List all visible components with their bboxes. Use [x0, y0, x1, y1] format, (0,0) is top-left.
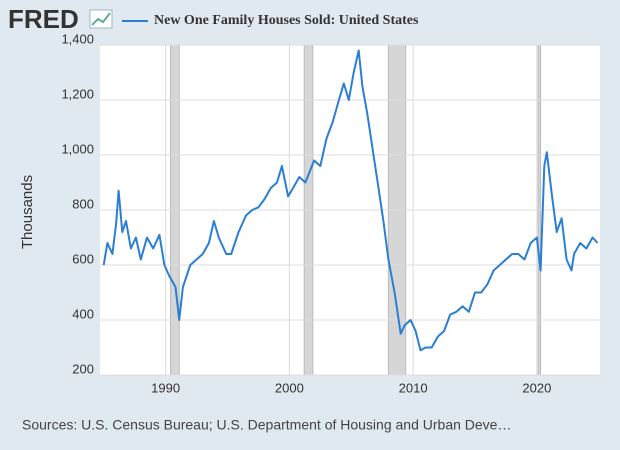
series-line	[102, 49, 599, 352]
y-tick-label: 800	[72, 196, 94, 211]
y-axis-label: Thousands	[19, 175, 36, 249]
legend-label: New One Family Houses Sold: United State…	[154, 13, 419, 28]
logo-icon	[89, 9, 113, 29]
x-tick-label: 2000	[275, 380, 304, 395]
y-tick-label: 1,000	[61, 141, 94, 156]
y-tick-label: 200	[72, 361, 94, 376]
y-tick-label: 600	[72, 251, 94, 266]
source: Sources: U.S. Census Bureau; U.S. Depart…	[22, 417, 511, 433]
logo: FRED	[8, 4, 79, 34]
y-tick-label: 1,200	[61, 86, 94, 101]
x-tick-label: 2020	[522, 380, 551, 395]
x-tick-label: 2010	[399, 380, 428, 395]
x-tick-label: 1990	[151, 380, 180, 395]
y-tick-label: 1,400	[61, 31, 94, 46]
y-tick-label: 400	[72, 306, 94, 321]
